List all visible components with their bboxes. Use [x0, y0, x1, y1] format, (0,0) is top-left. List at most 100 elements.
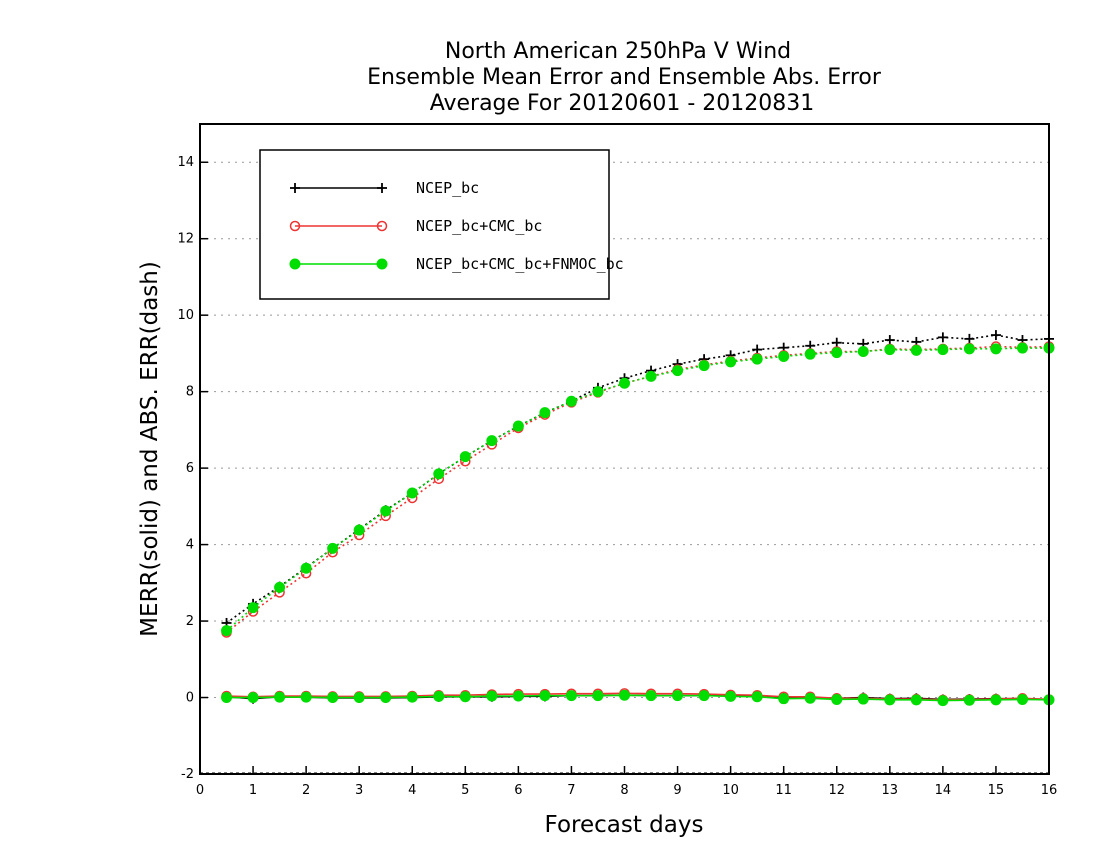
x-tick-label: 6: [514, 783, 522, 798]
legend-item-2: NCEP_bc+CMC_bc+FNMOC_bc: [289, 255, 624, 273]
mean-err-point: [1016, 693, 1028, 705]
chart-title-line-3: Average For 20120601 - 20120831: [430, 91, 815, 116]
mean-err-point: [963, 694, 975, 706]
abs-err-line-0: [226, 334, 1050, 624]
x-tick-label: 12: [828, 783, 845, 798]
abs-err-point: [990, 330, 1001, 341]
abs-err-point: [751, 353, 763, 365]
abs-err-point: [804, 348, 816, 360]
legend-marker-start: [289, 220, 301, 232]
abs-err-point: [990, 343, 1002, 355]
x-tick-label: 10: [722, 783, 739, 798]
mean-err-line-1: [226, 692, 1050, 701]
mean-err-point: [698, 690, 710, 702]
legend-marker-end: [376, 258, 388, 270]
legend-label: NCEP_bc: [416, 179, 479, 197]
x-tick-label: 15: [988, 783, 1005, 798]
abs-err-point: [565, 395, 577, 407]
mean-err-point: [645, 690, 657, 702]
mean-err-point: [327, 692, 339, 704]
mean-err-point: [778, 693, 790, 705]
x-tick-label: 8: [620, 783, 628, 798]
mean-err-point: [619, 689, 630, 701]
series-2: [221, 342, 1055, 707]
legend-marker-end: [377, 183, 387, 193]
abs-err-point: [725, 356, 737, 368]
x-tick-label: 4: [408, 783, 416, 798]
mean-err-point: [247, 692, 259, 704]
mean-err-point: [592, 690, 604, 702]
abs-err-point: [857, 346, 869, 357]
x-tick-label: 13: [882, 783, 899, 798]
mean-err-point: [459, 691, 471, 703]
legend-marker-end: [376, 220, 388, 232]
abs-err-point: [884, 344, 896, 356]
abs-err-point: [327, 542, 339, 554]
abs-err-point: [592, 386, 604, 398]
abs-err-line-2: [226, 347, 1049, 632]
mean-err-point: [512, 690, 524, 702]
x-tick-label: 14: [935, 783, 952, 798]
y-tick-label: 2: [186, 614, 194, 629]
abs-err-point: [459, 451, 471, 463]
mean-err-point: [725, 690, 737, 702]
y-tick-label: 4: [186, 538, 194, 553]
mean-err-point: [353, 692, 365, 704]
x-axis-label: Forecast days: [545, 812, 704, 838]
legend-marker-start: [290, 183, 300, 193]
mean-err-point: [274, 691, 286, 703]
abs-err-point: [964, 333, 975, 344]
mean-err-point: [672, 690, 684, 702]
legend-box: [259, 149, 610, 300]
mean-err-point: [937, 695, 949, 707]
abs-err-point: [831, 347, 843, 359]
abs-err-point: [539, 407, 551, 419]
abs-err-point: [672, 365, 684, 377]
mean-err-point: [565, 690, 577, 702]
abs-err-point: [274, 581, 286, 593]
y-tick-label: -2: [181, 767, 194, 782]
mean-err-point: [857, 693, 869, 705]
legend: NCEP_bc NCEP_bc+CMC_bc NCEP_bc+CMC_bc+FNMO…: [259, 149, 624, 300]
abs-err-point: [433, 468, 445, 480]
mean-err-point: [831, 693, 843, 705]
mean-err-point: [221, 692, 233, 704]
mean-err-point: [990, 694, 1002, 706]
abs-err-point: [778, 350, 790, 362]
legend-marker-start: [289, 258, 301, 270]
abs-err-point: [512, 420, 524, 432]
abs-err-point: [221, 625, 233, 637]
series-1: [221, 341, 1055, 706]
y-tick-label: 8: [186, 385, 194, 400]
x-tick-label: 9: [673, 783, 681, 798]
mean-err-point: [300, 691, 312, 703]
legend-label: NCEP_bc+CMC_bc: [416, 217, 542, 235]
chart-title-line-2: Ensemble Mean Error and Ensemble Abs. Er…: [367, 65, 882, 90]
abs-err-point: [831, 337, 842, 348]
x-tick-label: 5: [461, 783, 469, 798]
legend-label: NCEP_bc+CMC_bc+FNMOC_bc: [416, 255, 624, 273]
abs-err-point: [937, 344, 949, 356]
abs-err-line-1: [226, 345, 1050, 634]
abs-err-point: [910, 344, 922, 356]
chart-title-line-1: North American 250hPa V Wind: [445, 39, 791, 64]
series-0: [221, 330, 1054, 705]
abs-err-point: [619, 377, 630, 389]
mean-err-point: [380, 692, 392, 704]
y-tick-label: 14: [177, 155, 194, 170]
abs-err-point: [247, 602, 259, 614]
y-tick-label: 10: [177, 308, 194, 323]
series-layer: [221, 330, 1055, 707]
abs-err-point: [645, 370, 657, 382]
x-tick-label: 11: [775, 783, 792, 798]
mean-err-point: [433, 690, 445, 702]
abs-err-point: [963, 343, 975, 355]
y-tick-label: 6: [186, 461, 194, 476]
x-tick-label: 2: [302, 783, 310, 798]
abs-err-point: [884, 335, 895, 346]
abs-err-point: [380, 505, 392, 517]
mean-err-point: [486, 690, 498, 702]
mean-err-point: [910, 694, 922, 706]
